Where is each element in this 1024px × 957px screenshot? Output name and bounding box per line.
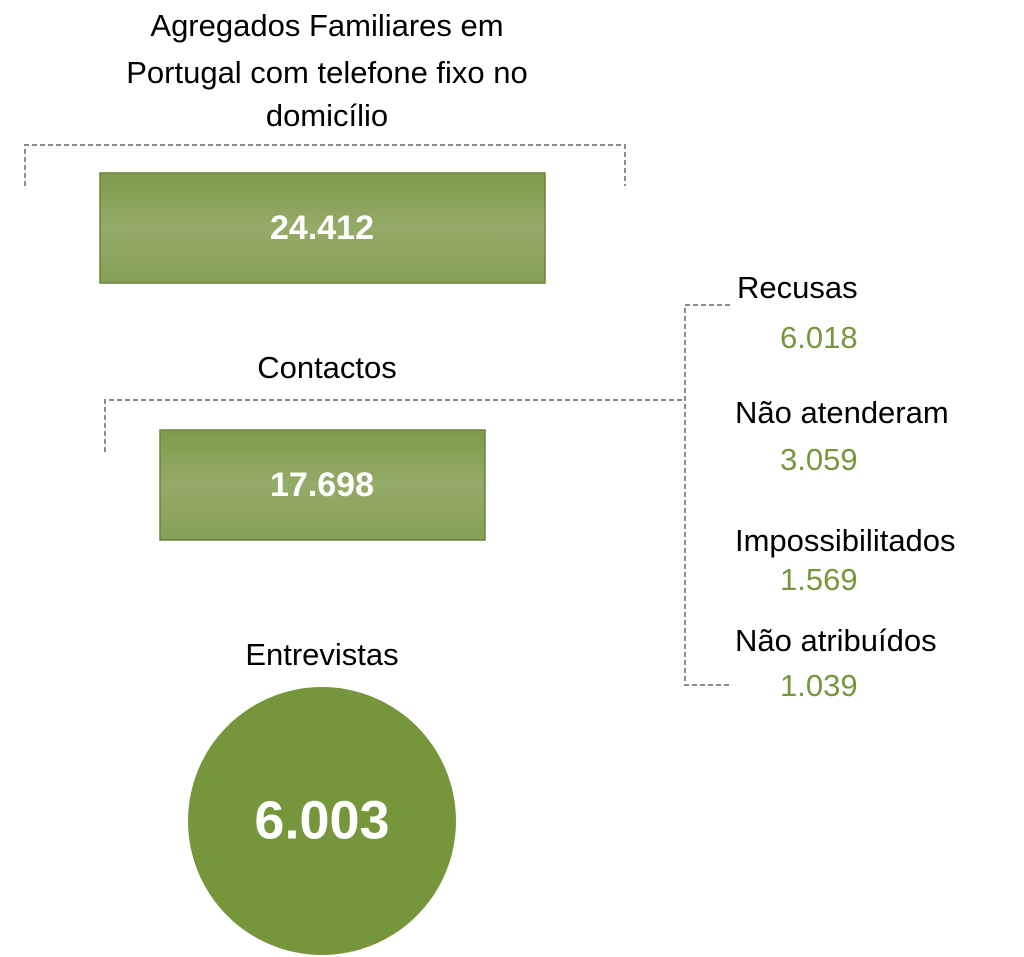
interviews-value: 6.003 (254, 790, 389, 850)
title-line: Agregados Familiares em (150, 8, 503, 43)
outcome-label: Não atenderam (735, 395, 949, 430)
contacts-box (159, 429, 486, 541)
outcome-label: Recusas (737, 270, 858, 305)
bracket (24, 144, 626, 186)
interviews-label: Entrevistas (245, 637, 398, 672)
outcome-label: Não atribuídos (735, 623, 937, 658)
contacts-label: Contactos (257, 350, 397, 385)
outcome-value: 1.569 (780, 562, 858, 597)
outcome-value: 6.018 (780, 320, 858, 355)
households-box (99, 172, 546, 284)
outcome-value: 3.059 (780, 442, 858, 477)
contacts-value: 17.698 (270, 466, 374, 504)
title-line: domicílio (266, 98, 388, 133)
bracket (104, 399, 685, 452)
outcome-label: Impossibilitados (735, 523, 956, 558)
interviews-circle (188, 687, 456, 955)
households-value: 24.412 (270, 209, 374, 247)
outcome-value: 1.039 (780, 668, 858, 703)
bracket (684, 304, 730, 686)
title-line: Portugal com telefone fixo no (126, 55, 528, 90)
